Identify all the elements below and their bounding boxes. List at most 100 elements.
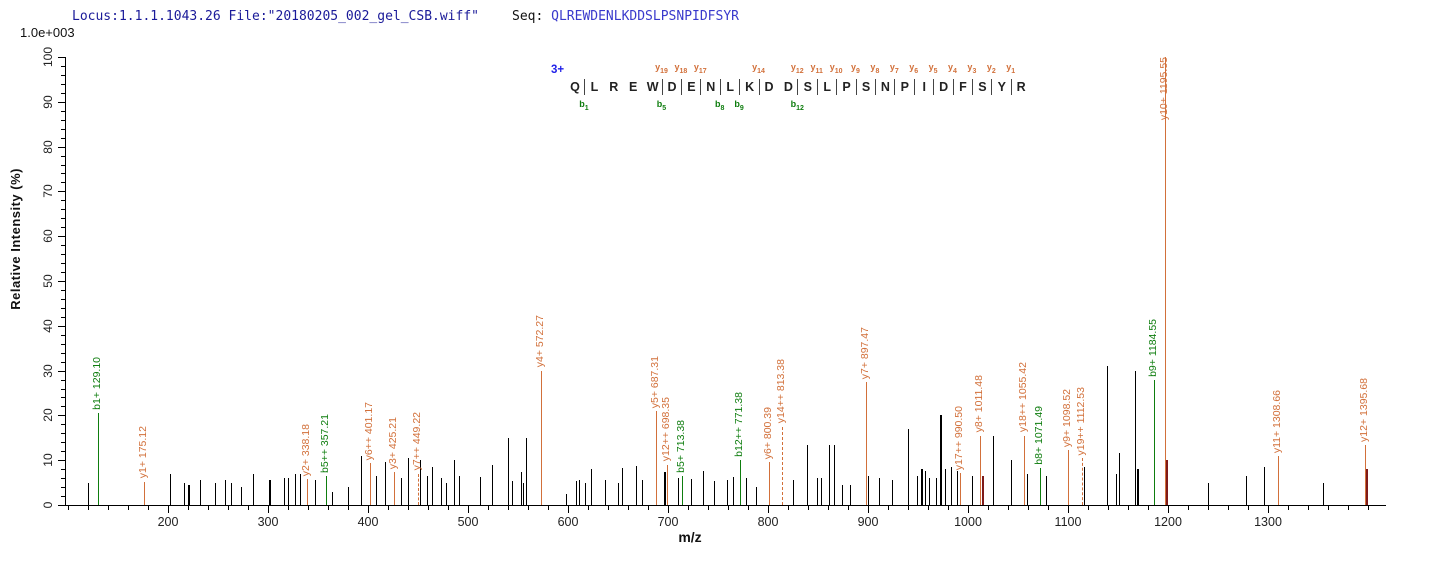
precursor-charge-label: 3+ (551, 64, 565, 76)
x-axis-tick-label: 1200 (1154, 515, 1182, 529)
spectrum-peak (526, 437, 527, 505)
y-axis-tick (61, 200, 65, 202)
x-axis-tick (68, 506, 69, 510)
spectrum-peak (432, 466, 433, 505)
y-axis-tick (61, 92, 65, 94)
spectrum-peak (566, 493, 567, 505)
residue-4: E (629, 80, 638, 94)
x-axis-tick (1148, 506, 1149, 510)
x-axis-tick (448, 506, 449, 510)
y-axis-tick (61, 469, 65, 471)
y-axis-tick-label: 20 (41, 408, 55, 423)
b-ion-mark-b5: b5 (656, 99, 667, 112)
ion-peak-label: b8+ 1071.49 (1033, 406, 1046, 465)
spectrum-peak (746, 478, 747, 505)
x-axis-tick-label: 600 (557, 515, 579, 529)
ion-peak-y4+ (541, 370, 543, 505)
y-ion-mark-y8: y8 (870, 62, 880, 75)
peptide-sequence-text: QLREWDENLKDDSLPSNPIDFSYR (551, 9, 739, 24)
spectrum-peak (691, 479, 692, 505)
x-axis-tick (528, 506, 529, 510)
spectrum-peak (1116, 473, 1117, 505)
y-axis-tick (61, 343, 65, 345)
x-axis-tick (208, 506, 209, 510)
x-axis-tick (1008, 506, 1009, 510)
x-axis-tick (488, 506, 489, 510)
x-axis-tick (1168, 506, 1169, 513)
fragment-cut-mark (719, 79, 721, 95)
residue-19: I (922, 80, 926, 94)
fragment-cut-mark (855, 79, 857, 95)
x-axis-tick (568, 506, 569, 513)
spectrum-peak (879, 478, 880, 505)
x-axis-tick-label: 700 (657, 515, 679, 529)
x-axis-tick (1308, 506, 1309, 510)
y-axis-tick (58, 236, 65, 238)
spectrum-peak (972, 475, 973, 505)
x-axis-tick (748, 506, 749, 510)
y-ion-mark-y4: y4 (948, 62, 957, 75)
x-axis-tick (968, 506, 969, 513)
spectrum-peak (269, 480, 271, 505)
ion-peak-y12++ (667, 464, 669, 505)
spectrum-peak (579, 480, 580, 505)
x-axis-tick (908, 506, 909, 510)
spectrum-peak (1264, 466, 1265, 505)
y-axis-tick (61, 164, 65, 166)
residue-20: D (939, 80, 949, 94)
y-axis-tick (58, 415, 65, 417)
y-axis-tick (61, 397, 65, 399)
ion-peak-y17++ (959, 472, 961, 505)
x-axis-tick (1088, 506, 1089, 510)
spectrum-peak (940, 415, 942, 505)
y-ion-mark-y5: y5 (928, 62, 938, 75)
spectrum-peak (348, 487, 349, 505)
fragment-cut-mark (680, 79, 682, 95)
ion-peak-label: y12++ 698.35 (660, 397, 673, 462)
ion-peak-label: y1+ 175.12 (137, 426, 150, 479)
x-axis-tick-label: 1300 (1254, 515, 1282, 529)
x-axis-tick (588, 506, 589, 510)
y-axis-tick (61, 218, 65, 220)
spectrum-peak (951, 466, 952, 505)
residue-3: R (609, 80, 619, 94)
y-ion-mark-y7: y7 (889, 62, 899, 75)
spectrum-peak (200, 480, 201, 505)
spectrum-peak (678, 478, 679, 505)
ion-peak-label: y17++ 990.50 (952, 405, 965, 470)
x-axis-tick (868, 506, 869, 513)
spectrum-peak (1107, 366, 1108, 505)
spectrum-peak (817, 478, 818, 505)
y-axis-tick (61, 307, 65, 309)
ion-peak-y18++ (1024, 435, 1026, 505)
ion-peak-label: y2+ 338.18 (300, 423, 313, 477)
ion-peak-label: b5++ 357.21 (319, 413, 332, 473)
y-axis-tick (58, 325, 65, 327)
y-axis-tick (61, 155, 65, 157)
spectrum-peak (703, 471, 704, 505)
spectrum-peak (1208, 482, 1209, 505)
x-axis-tick-label: 900 (857, 515, 879, 529)
y-ion-mark-y9: y9 (851, 62, 860, 75)
spectrum-peak (829, 444, 830, 505)
spectrum-peak (727, 480, 728, 505)
x-axis-tick (768, 506, 769, 513)
x-axis-tick (268, 506, 269, 513)
spectrum-peak (605, 480, 606, 505)
y-axis-tick (58, 460, 65, 462)
y-axis-tick (61, 379, 65, 381)
spectrum-peak (1135, 370, 1136, 505)
spectrum-peak (492, 464, 493, 505)
residue-24: R (1016, 80, 1026, 94)
y-axis-title: Relative Intensity (%) (8, 168, 23, 310)
x-axis-tick (128, 506, 129, 510)
x-axis-tick (788, 506, 789, 510)
residue-10: K (745, 80, 755, 94)
spectrum-peak (945, 469, 946, 505)
x-axis-tick (1108, 506, 1109, 510)
x-axis-tick (1228, 506, 1229, 510)
y-axis-tick (61, 110, 65, 112)
y-ion-mark-y3: y3 (967, 62, 977, 75)
spectrum-peak (957, 471, 958, 505)
spectrum-peak (1027, 473, 1028, 505)
